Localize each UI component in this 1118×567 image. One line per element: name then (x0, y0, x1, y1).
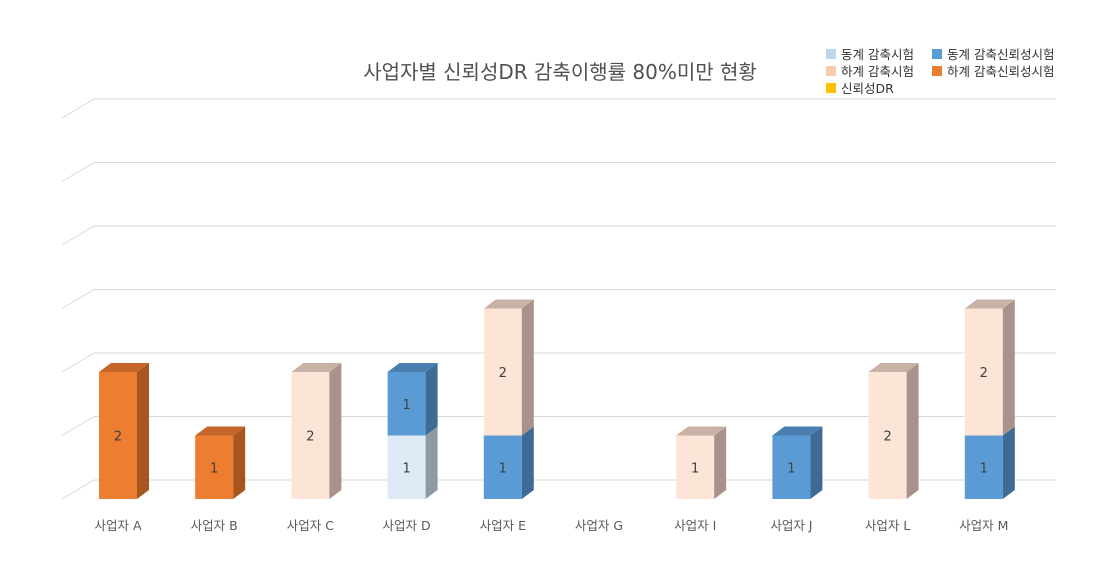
bar-segment-top (99, 363, 149, 372)
legend-item: 하계 감축신뢰성시험 (932, 61, 1054, 80)
x-tick-label: 사업자 B (191, 518, 238, 533)
bar-segment (483, 308, 522, 436)
bar-segment-top (676, 426, 727, 436)
legend-label: 하계 감축시험 (841, 64, 914, 79)
legend-swatch (826, 48, 836, 59)
bar-segment-side (137, 363, 149, 499)
bar-segment (868, 372, 907, 499)
bar-segment (99, 372, 137, 499)
legend-label: 동계 감축시험 (841, 47, 914, 62)
gridline-depth (61, 479, 95, 500)
legend-label: 동계 감축신뢰성시험 (947, 47, 1055, 62)
data-label: 2 (980, 366, 988, 381)
bar-segment (772, 435, 811, 499)
bar-segment-top (964, 299, 1015, 309)
bar-segment (483, 435, 522, 499)
bar-segment-side (1002, 299, 1015, 436)
bar-segment-top (483, 299, 534, 309)
x-tick-label: 사업자 M (959, 518, 1008, 533)
bar-segment-top (291, 363, 342, 372)
bar-segment-side (521, 426, 534, 499)
bar-segment-top (387, 363, 438, 372)
bar-segment-top (868, 363, 919, 372)
data-label: 1 (210, 461, 218, 476)
legend-swatch (932, 48, 942, 59)
bar-segment-side (1002, 426, 1015, 499)
legend-label: 신뢰성DR (841, 81, 894, 96)
legend-swatch (932, 65, 942, 76)
legend-swatch (826, 65, 836, 76)
bar-segment (291, 372, 330, 499)
chart-title: 사업자별 신뢰성DR 감축이행률 80%미만 현황 (363, 60, 757, 84)
data-label: 2 (883, 430, 891, 445)
legend-item: 동계 감축신뢰성시험 (932, 44, 1054, 63)
legend-item: 하계 감축시험 (826, 61, 914, 80)
data-label: 2 (114, 430, 122, 445)
bar-segment (964, 308, 1003, 436)
data-label: 2 (499, 366, 507, 381)
bar-segment-side (425, 363, 438, 436)
gridline-depth (61, 162, 95, 182)
bar-segment (676, 435, 715, 499)
gridline-depth (61, 289, 95, 309)
bar-segment-side (329, 363, 342, 499)
legend-swatch (826, 82, 836, 93)
gridline-depth (61, 98, 95, 119)
bar-segment-side (425, 426, 438, 499)
data-label: 1 (402, 398, 410, 413)
gridline-depth (61, 416, 95, 436)
bar-segment-side (906, 363, 919, 499)
data-label: 1 (691, 461, 699, 476)
x-tick-label: 사업자 D (383, 518, 431, 533)
x-tick-label: 사업자 L (865, 518, 910, 533)
x-tick-label: 사업자 I (674, 518, 716, 533)
bar-segment-top (195, 426, 246, 436)
data-label: 2 (306, 430, 314, 445)
bar-segment-side (521, 299, 534, 436)
legend-item: 동계 감축시험 (826, 44, 914, 63)
gridline-depth (61, 225, 95, 246)
bar-segment-side (714, 426, 727, 499)
legend-label: 하계 감축신뢰성시험 (947, 64, 1055, 79)
bar-segment-side (810, 426, 823, 499)
data-label: 1 (402, 461, 410, 476)
x-tick-label: 사업자 E (480, 518, 526, 533)
bar-segment (387, 372, 426, 436)
legend-item: 신뢰성DR (826, 78, 894, 97)
bar-segment-side (233, 426, 246, 499)
x-tick-label: 사업자 C (287, 518, 334, 533)
data-label: 1 (980, 461, 988, 476)
bar-segment (964, 435, 1003, 499)
x-tick-label: 사업자 J (770, 518, 812, 533)
x-tick-label: 사업자 G (575, 518, 623, 533)
bar-segment (195, 435, 234, 499)
data-label: 1 (787, 461, 795, 476)
bar-segment (387, 435, 426, 499)
gridline-depth (61, 352, 95, 373)
data-label: 1 (499, 461, 507, 476)
x-tick-label: 사업자 A (94, 518, 141, 533)
bar-segment-top (772, 426, 823, 436)
